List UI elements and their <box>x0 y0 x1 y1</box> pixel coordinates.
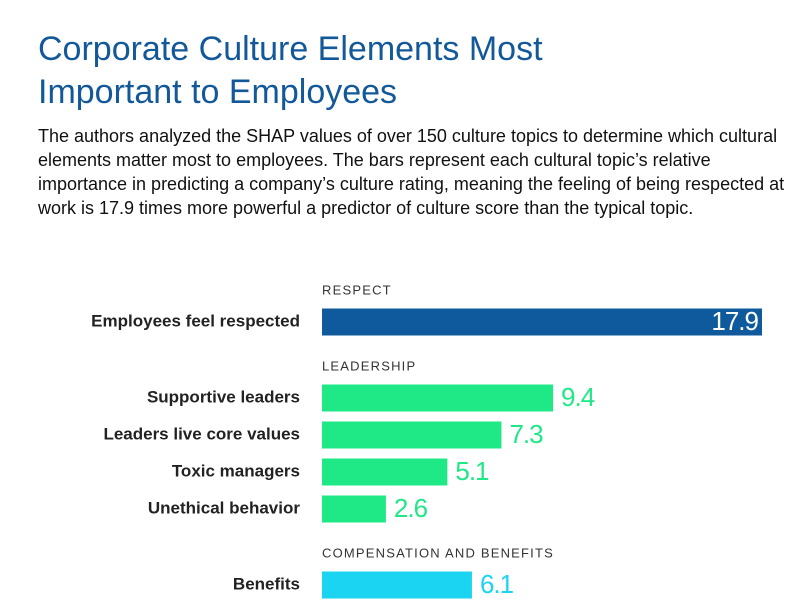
category-label: Leaders live core values <box>103 424 300 443</box>
value-label: 7.3 <box>509 419 543 449</box>
category-label: Employees feel respected <box>91 311 300 330</box>
bar <box>322 571 472 599</box>
value-label: 17.9 <box>711 306 758 336</box>
value-label: 2.6 <box>394 493 428 523</box>
bar <box>322 421 502 449</box>
bar <box>322 308 762 336</box>
group-header: RESPECT <box>322 282 392 297</box>
value-label: 9.4 <box>561 382 595 412</box>
group-header: LEADERSHIP <box>322 358 416 373</box>
category-label: Toxic managers <box>172 461 300 480</box>
bar <box>322 458 448 486</box>
group-header: COMPENSATION AND BENEFITS <box>322 545 554 560</box>
value-label: 6.1 <box>480 569 514 599</box>
category-label: Benefits <box>233 574 300 593</box>
category-label: Unethical behavior <box>148 498 300 517</box>
category-label: Supportive leaders <box>147 387 300 406</box>
bar <box>322 495 386 523</box>
bar <box>322 384 554 412</box>
chart-subtitle: The authors analyzed the SHAP values of … <box>38 126 785 218</box>
chart-title: Corporate Culture Elements Most Importan… <box>38 30 543 111</box>
value-label: 5.1 <box>455 456 489 486</box>
